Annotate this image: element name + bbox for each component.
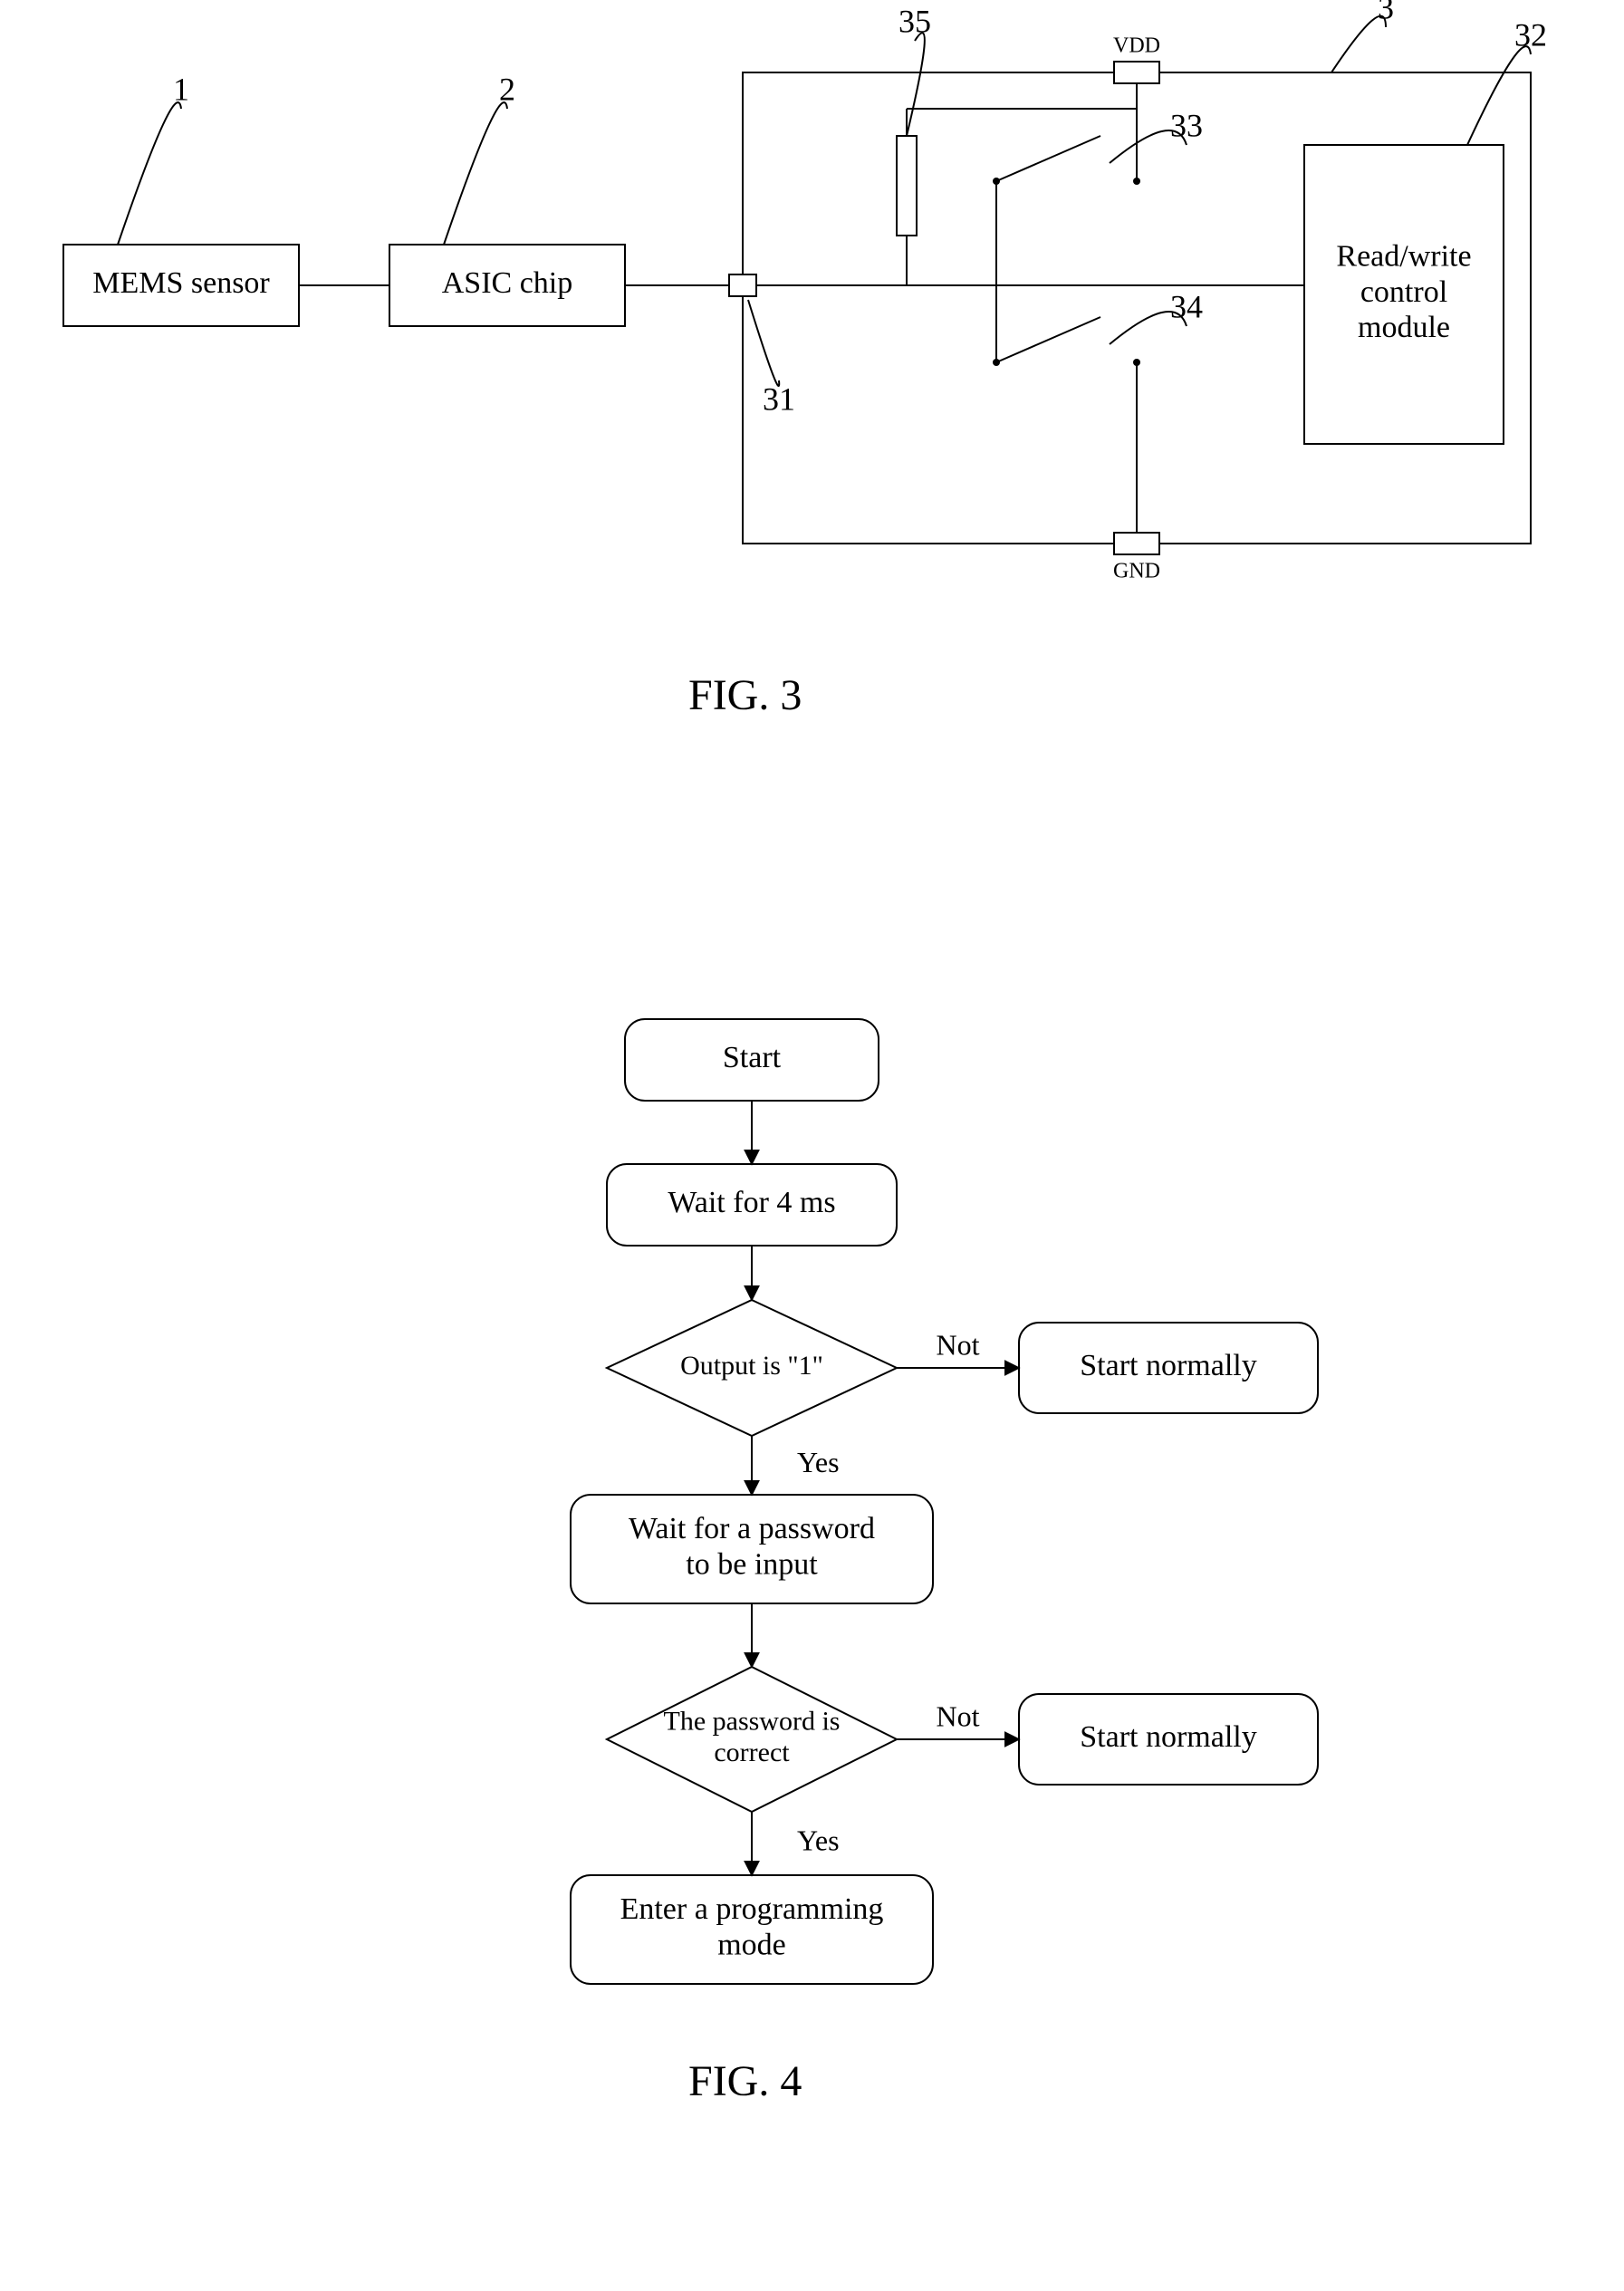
- svg-text:Enter a programming: Enter a programming: [620, 1892, 884, 1926]
- svg-text:to be input: to be input: [686, 1547, 818, 1581]
- svg-text:control: control: [1360, 275, 1447, 309]
- figure-4-caption: FIG. 4: [688, 2056, 802, 2106]
- svg-text:32: 32: [1514, 16, 1547, 53]
- svg-text:31: 31: [763, 380, 795, 417]
- svg-text:34: 34: [1170, 288, 1203, 324]
- svg-text:module: module: [1358, 311, 1450, 344]
- svg-text:Output is "1": Output is "1": [680, 1351, 823, 1381]
- svg-text:Read/write: Read/write: [1336, 240, 1471, 274]
- svg-text:2: 2: [499, 71, 515, 107]
- svg-text:mode: mode: [717, 1928, 786, 1961]
- svg-text:Not: Not: [937, 1328, 980, 1361]
- svg-text:Wait for 4 ms: Wait for 4 ms: [668, 1186, 835, 1219]
- svg-text:35: 35: [898, 3, 931, 39]
- svg-text:Start: Start: [723, 1041, 782, 1074]
- svg-text:3: 3: [1378, 0, 1394, 25]
- svg-text:Start normally: Start normally: [1080, 1720, 1256, 1754]
- svg-text:The password is: The password is: [664, 1707, 841, 1737]
- svg-text:MEMS sensor: MEMS sensor: [92, 266, 270, 300]
- figure-3-diagram: MEMS sensor ASIC chip Read/writecontrolmod…: [0, 0, 1624, 688]
- svg-text:33: 33: [1170, 107, 1203, 143]
- svg-text:Not: Not: [937, 1699, 980, 1732]
- svg-text:ASIC chip: ASIC chip: [442, 266, 573, 300]
- svg-text:Yes: Yes: [797, 1824, 840, 1856]
- svg-text:GND: GND: [1113, 560, 1160, 583]
- svg-text:VDD: VDD: [1113, 34, 1160, 58]
- svg-text:correct: correct: [714, 1738, 790, 1767]
- figure-4-flowchart: Start Wait for 4 ms Output is "1" Start nor…: [235, 969, 1504, 2074]
- figure-3-caption: FIG. 3: [688, 670, 802, 720]
- svg-text:1: 1: [173, 71, 189, 107]
- svg-text:Start normally: Start normally: [1080, 1349, 1256, 1382]
- svg-text:Wait for a password: Wait for a password: [629, 1512, 875, 1545]
- svg-text:Yes: Yes: [797, 1446, 840, 1478]
